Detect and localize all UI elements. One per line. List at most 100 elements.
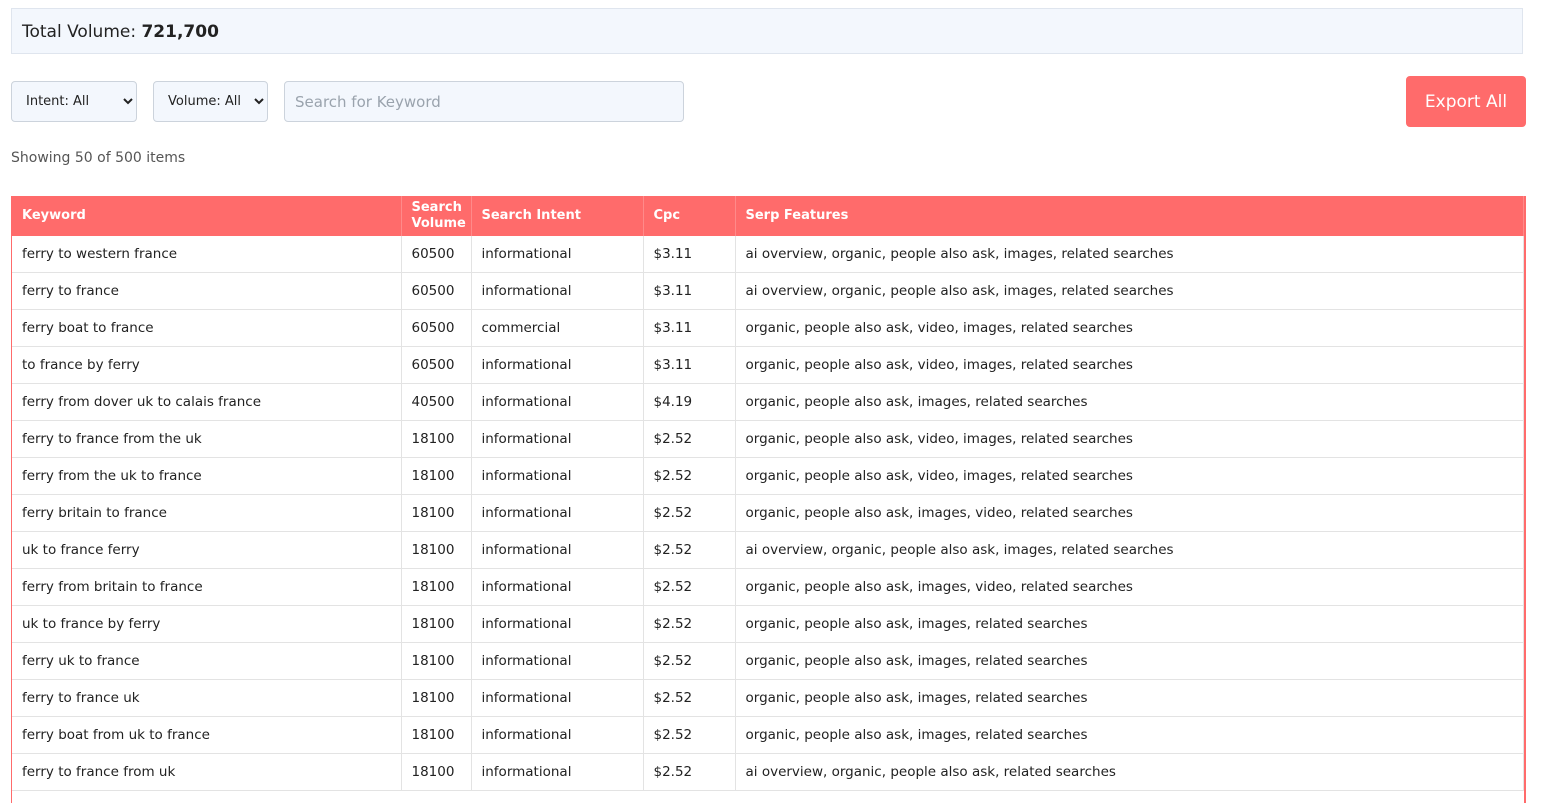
table-cell: organic, people also ask, images, video,… bbox=[735, 494, 1524, 532]
table-cell: organic, people also ask, images, relate… bbox=[735, 383, 1524, 421]
table-cell: $2.52 bbox=[643, 494, 736, 532]
table-cell: 18100 bbox=[401, 420, 472, 458]
table-cell: ferry from britain to france bbox=[12, 568, 402, 606]
column-header: Cpc bbox=[643, 196, 736, 236]
table-row: uk to france ferry 18100 informational $2.5… bbox=[12, 531, 1524, 569]
status-text: Showing 50 of 500 items bbox=[11, 150, 186, 166]
table-cell: 18100 bbox=[401, 568, 472, 606]
table-cell: 18100 bbox=[401, 494, 472, 532]
table-cell: organic, people also ask, video, images,… bbox=[735, 346, 1524, 384]
table-container: Keyword Search Volume Search Intent Cpc Serp… bbox=[11, 196, 1526, 803]
table-row: ferry uk to france 18100 informational $2.5… bbox=[12, 642, 1524, 680]
table-row: uk to france by ferry 18100 informational $… bbox=[12, 605, 1524, 643]
table-cell: organic, people also ask, images, relate… bbox=[735, 716, 1524, 754]
export-button[interactable]: Export All bbox=[1406, 76, 1526, 127]
table-cell: 60500 bbox=[401, 309, 472, 347]
table-cell: $2.52 bbox=[643, 716, 736, 754]
table-cell: $3.11 bbox=[643, 272, 736, 310]
table-cell: 40500 bbox=[401, 383, 472, 421]
table-cell: $3.11 bbox=[643, 346, 736, 384]
table-cell: informational bbox=[471, 236, 644, 273]
table-cell: ferry to france bbox=[12, 272, 402, 310]
table-cell: organic, people also ask, images, relate… bbox=[735, 605, 1524, 643]
table-cell: informational bbox=[471, 679, 644, 717]
table-cell: 60500 bbox=[401, 346, 472, 384]
table-cell: $4.19 bbox=[643, 383, 736, 421]
table-cell: 18100 bbox=[401, 716, 472, 754]
table-cell: informational bbox=[471, 531, 644, 569]
table-cell: $2.52 bbox=[643, 457, 736, 495]
table-row: ferry from britain to france 18100 informa… bbox=[12, 568, 1524, 606]
table-cell: uk to france ferry bbox=[12, 531, 402, 569]
table-cell: informational bbox=[471, 457, 644, 495]
table-row: ferry from dover uk to calais france 4050… bbox=[12, 383, 1524, 421]
table-cell: organic, people also ask, images, relate… bbox=[735, 679, 1524, 717]
table-row: ferry to france from the uk 18100 informat… bbox=[12, 420, 1524, 458]
table-cell: $3.11 bbox=[643, 236, 736, 273]
table-cell: organic, people also ask, images, video,… bbox=[735, 568, 1524, 606]
table-cell: ferry to france from uk bbox=[12, 753, 402, 791]
column-header: Search Volume bbox=[401, 196, 472, 236]
table-row: ferry to france from uk 18100 informationa… bbox=[12, 753, 1524, 791]
header-row: Keyword Search Volume Search Intent Cpc Serp… bbox=[12, 196, 1524, 236]
total-label: Total Volume: bbox=[22, 22, 137, 42]
table-cell: ferry britain to france bbox=[12, 494, 402, 532]
table-cell: informational bbox=[471, 494, 644, 532]
keyword-table: Keyword Search Volume Search Intent Cpc Serp… bbox=[12, 196, 1524, 791]
table-row: ferry boat from uk to france 18100 informa… bbox=[12, 716, 1524, 754]
table-cell: 18100 bbox=[401, 679, 472, 717]
table-cell: 18100 bbox=[401, 605, 472, 643]
table-cell: ferry boat to france bbox=[12, 309, 402, 347]
table-cell: $2.52 bbox=[643, 605, 736, 643]
table-cell: organic, people also ask, images, relate… bbox=[735, 642, 1524, 680]
table-cell: $3.11 bbox=[643, 309, 736, 347]
table-cell: 18100 bbox=[401, 753, 472, 791]
table-cell: $2.52 bbox=[643, 679, 736, 717]
table-cell: ai overview, organic, people also ask, i… bbox=[735, 236, 1524, 273]
volume-filter[interactable]: Volume: All bbox=[153, 81, 268, 122]
table-cell: commercial bbox=[471, 309, 644, 347]
total-value: 721,700 bbox=[141, 22, 219, 42]
table-cell: ferry from the uk to france bbox=[12, 457, 402, 495]
table-cell: 18100 bbox=[401, 531, 472, 569]
table-cell: ferry uk to france bbox=[12, 642, 402, 680]
table-cell: informational bbox=[471, 383, 644, 421]
table-row: ferry britain to france 18100 informationa… bbox=[12, 494, 1524, 532]
table-row: ferry boat to france 60500 commercial $3.11… bbox=[12, 309, 1524, 347]
column-header: Search Intent bbox=[471, 196, 644, 236]
table-row: ferry to france 60500 informational $3.11 ai… bbox=[12, 272, 1524, 310]
table-row: ferry from the uk to france 18100 informat… bbox=[12, 457, 1524, 495]
table-cell: informational bbox=[471, 346, 644, 384]
table-cell: ferry from dover uk to calais france bbox=[12, 383, 402, 421]
table-cell: to france by ferry bbox=[12, 346, 402, 384]
table-cell: $2.52 bbox=[643, 568, 736, 606]
table-cell: ferry to western france bbox=[12, 236, 402, 273]
table-cell: 60500 bbox=[401, 236, 472, 273]
table-row: ferry to western france 60500 informationa… bbox=[12, 236, 1524, 273]
table-cell: 60500 bbox=[401, 272, 472, 310]
intent-filter[interactable]: Intent: All bbox=[11, 81, 137, 122]
table-cell: ferry boat from uk to france bbox=[12, 716, 402, 754]
column-header: Serp Features bbox=[735, 196, 1524, 236]
table-cell: organic, people also ask, video, images,… bbox=[735, 420, 1524, 458]
table-cell: ai overview, organic, people also ask, r… bbox=[735, 753, 1524, 791]
table-cell: ferry to france from the uk bbox=[12, 420, 402, 458]
table-cell: ferry to france uk bbox=[12, 679, 402, 717]
table-cell: informational bbox=[471, 605, 644, 643]
keyword-search[interactable] bbox=[284, 81, 684, 122]
table-cell: organic, people also ask, video, images,… bbox=[735, 457, 1524, 495]
table-cell: $2.52 bbox=[643, 420, 736, 458]
table-cell: $2.52 bbox=[643, 531, 736, 569]
table-body: ferry to western france 60500 informationa… bbox=[12, 236, 1524, 791]
table-cell: $2.52 bbox=[643, 642, 736, 680]
table-row: to france by ferry 60500 informational $3.1… bbox=[12, 346, 1524, 384]
table-cell: organic, people also ask, video, images,… bbox=[735, 309, 1524, 347]
table-cell: ai overview, organic, people also ask, i… bbox=[735, 272, 1524, 310]
table-cell: 18100 bbox=[401, 642, 472, 680]
table-cell: ai overview, organic, people also ask, i… bbox=[735, 531, 1524, 569]
total-volume: Total Volume: 721,700 bbox=[11, 8, 1523, 54]
table-cell: $2.52 bbox=[643, 753, 736, 791]
table-cell: informational bbox=[471, 642, 644, 680]
column-header: Keyword bbox=[12, 196, 402, 236]
